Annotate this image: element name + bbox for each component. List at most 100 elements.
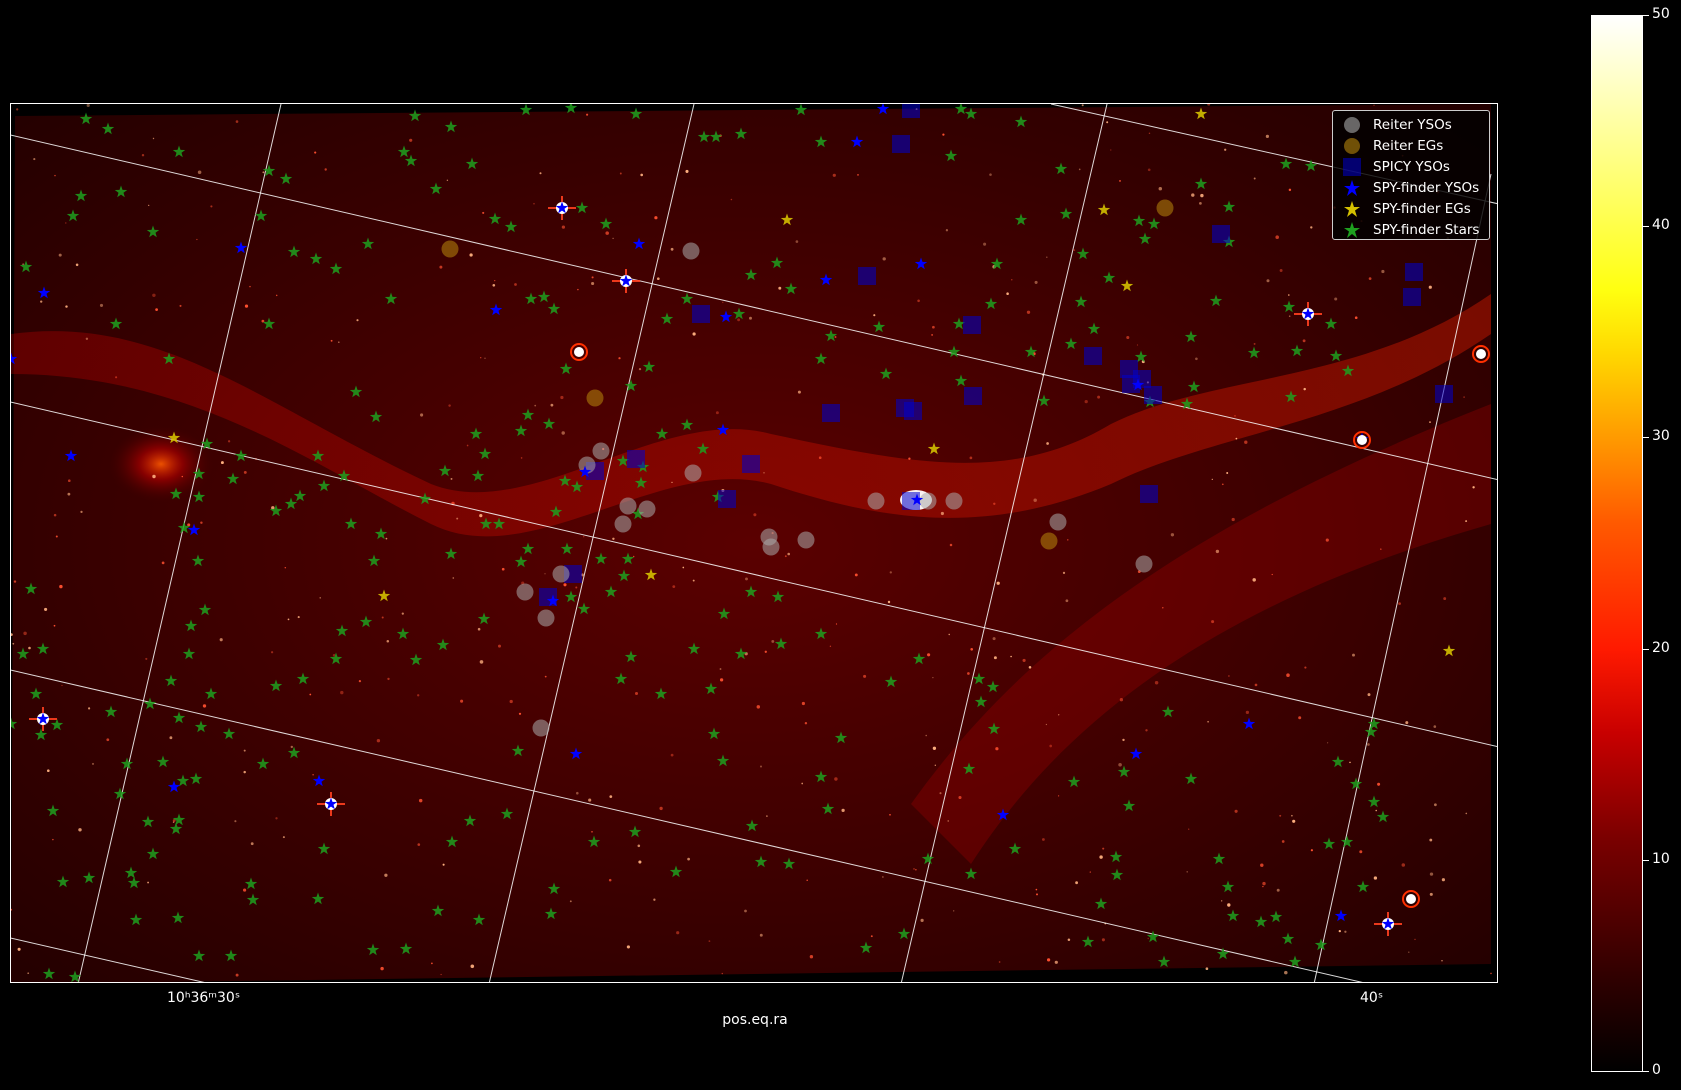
field-star	[1380, 548, 1382, 550]
spyfinder-star-marker	[124, 866, 138, 879]
field-star	[1352, 653, 1355, 657]
field-star	[945, 229, 949, 232]
field-star	[477, 627, 481, 631]
spyfinder-star-marker	[246, 893, 260, 906]
field-star	[1224, 148, 1227, 151]
reiter-yso-marker	[682, 242, 700, 260]
field-star	[440, 973, 442, 976]
field-star	[915, 869, 917, 871]
field-star	[1234, 415, 1236, 417]
spyfinder-yso-marker	[619, 274, 633, 287]
spicy-yso-marker	[902, 492, 920, 510]
field-star	[1145, 729, 1148, 732]
spyfinder-eg-marker	[927, 442, 941, 455]
spyfinder-yso-marker	[819, 273, 833, 286]
field-star	[1429, 892, 1433, 896]
field-star	[759, 933, 763, 937]
field-star	[65, 222, 67, 224]
spyfinder-star-marker	[82, 871, 96, 884]
spyfinder-star-marker	[172, 711, 186, 724]
field-star	[1304, 666, 1307, 669]
field-star	[1154, 681, 1159, 685]
field-star	[1101, 938, 1105, 942]
spyfinder-star-marker	[317, 842, 331, 855]
reiter-yso-marker	[592, 442, 610, 460]
spicy-yso-marker	[904, 402, 922, 420]
spyfinder-star-marker	[884, 675, 898, 688]
colorbar-tick	[1643, 15, 1649, 16]
spyfinder-eg-marker	[1442, 644, 1456, 657]
spyfinder-star-marker	[200, 437, 214, 450]
field-star	[949, 543, 953, 547]
spyfinder-star-marker	[192, 467, 206, 480]
spyfinder-star-marker	[660, 312, 674, 325]
field-star	[809, 955, 814, 959]
field-star	[52, 838, 54, 841]
spyfinder-star-marker	[469, 427, 483, 440]
spyfinder-star-marker	[42, 967, 56, 980]
spyfinder-star-marker	[944, 149, 958, 162]
field-star	[1463, 396, 1465, 398]
field-star	[270, 651, 274, 654]
spyfinder-star-marker	[1254, 915, 1268, 928]
bright-point-halo	[1353, 431, 1371, 449]
field-star	[1472, 486, 1475, 489]
field-star	[309, 693, 312, 696]
spyfinder-star-marker	[1081, 935, 1095, 948]
field-star	[418, 798, 423, 803]
field-star	[989, 173, 992, 176]
field-star	[533, 202, 535, 205]
spyfinder-star-marker	[287, 746, 301, 759]
spyfinder-star-marker	[549, 505, 563, 518]
spicy-yso-marker	[1403, 288, 1421, 306]
spyfinder-star-marker	[947, 345, 961, 358]
spyfinder-star-marker	[50, 718, 64, 731]
spyfinder-star-marker	[521, 408, 535, 421]
field-star	[1434, 803, 1437, 807]
spyfinder-yso-marker	[1301, 307, 1315, 320]
spicy-yso-marker	[1140, 485, 1158, 503]
field-star	[387, 677, 390, 681]
square-marker-icon	[1339, 157, 1365, 177]
ra-dec-grid-line	[11, 134, 1497, 481]
field-star	[244, 304, 249, 308]
field-star	[1359, 850, 1363, 854]
spyfinder-star-marker	[624, 379, 638, 392]
spyfinder-star-marker	[269, 679, 283, 692]
field-star	[996, 581, 1000, 585]
spyfinder-star-marker	[680, 418, 694, 431]
spyfinder-star-marker	[1269, 910, 1283, 923]
spyfinder-star-marker	[317, 479, 331, 492]
x-tick-label-2: 40ˢ	[1360, 990, 1384, 1006]
field-star	[1281, 840, 1285, 843]
spyfinder-star-marker	[669, 865, 683, 878]
field-star	[544, 573, 546, 575]
bright-nebula-knot	[106, 424, 216, 504]
field-star	[172, 819, 176, 822]
spyfinder-star-marker	[172, 813, 186, 826]
field-star	[1186, 871, 1188, 873]
spicy-yso-marker	[963, 316, 981, 334]
spyfinder-star-marker	[1146, 930, 1160, 943]
field-star	[995, 747, 999, 751]
field-star	[1075, 881, 1078, 885]
spyfinder-star-marker	[329, 652, 343, 665]
field-star	[1188, 828, 1190, 830]
spyfinder-star-marker	[1161, 705, 1175, 718]
spyfinder-yso-marker	[167, 780, 181, 793]
field-star	[1036, 893, 1038, 896]
field-star	[1078, 168, 1081, 171]
spyfinder-star-marker	[1288, 955, 1302, 968]
colorbar-tick	[1643, 1071, 1649, 1072]
field-star	[1327, 742, 1329, 744]
spyfinder-star-marker	[1331, 755, 1345, 768]
field-star	[99, 303, 104, 307]
spyfinder-star-marker	[912, 652, 926, 665]
spyfinder-star-marker	[680, 292, 694, 305]
field-star	[619, 172, 622, 175]
field-star	[784, 555, 787, 558]
spyfinder-star-marker	[431, 904, 445, 917]
field-star	[148, 204, 150, 207]
field-star	[1373, 876, 1378, 880]
field-star	[534, 404, 537, 407]
